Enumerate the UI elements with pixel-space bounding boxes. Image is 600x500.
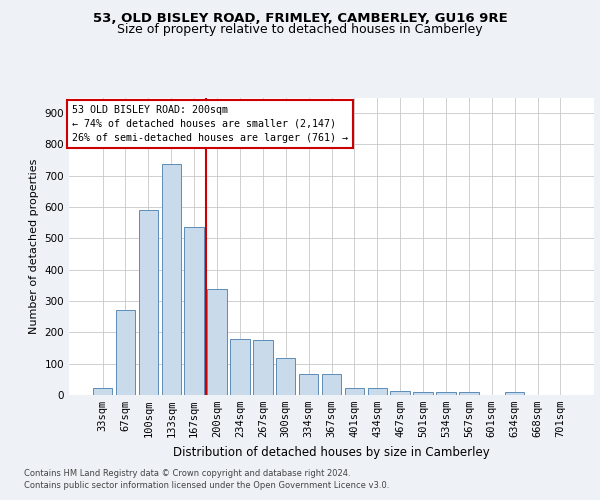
Bar — [253, 340, 272, 395]
Bar — [93, 388, 112, 395]
Text: 53 OLD BISLEY ROAD: 200sqm
← 74% of detached houses are smaller (2,147)
26% of s: 53 OLD BISLEY ROAD: 200sqm ← 74% of deta… — [71, 105, 347, 143]
Text: 53, OLD BISLEY ROAD, FRIMLEY, CAMBERLEY, GU16 9RE: 53, OLD BISLEY ROAD, FRIMLEY, CAMBERLEY,… — [92, 12, 508, 26]
Bar — [436, 392, 455, 395]
Bar — [139, 210, 158, 395]
Bar — [116, 310, 135, 395]
Bar — [208, 288, 227, 395]
Bar — [276, 358, 295, 395]
Bar — [322, 374, 341, 395]
Bar — [161, 164, 181, 395]
Text: Contains public sector information licensed under the Open Government Licence v3: Contains public sector information licen… — [24, 481, 389, 490]
Bar — [391, 391, 410, 395]
X-axis label: Distribution of detached houses by size in Camberley: Distribution of detached houses by size … — [173, 446, 490, 458]
Bar — [344, 388, 364, 395]
Bar — [459, 392, 479, 395]
Text: Size of property relative to detached houses in Camberley: Size of property relative to detached ho… — [117, 23, 483, 36]
Bar — [299, 374, 319, 395]
Y-axis label: Number of detached properties: Number of detached properties — [29, 158, 39, 334]
Bar — [184, 227, 204, 395]
Bar — [413, 392, 433, 395]
Bar — [368, 388, 387, 395]
Bar — [230, 340, 250, 395]
Text: Contains HM Land Registry data © Crown copyright and database right 2024.: Contains HM Land Registry data © Crown c… — [24, 468, 350, 477]
Bar — [505, 392, 524, 395]
